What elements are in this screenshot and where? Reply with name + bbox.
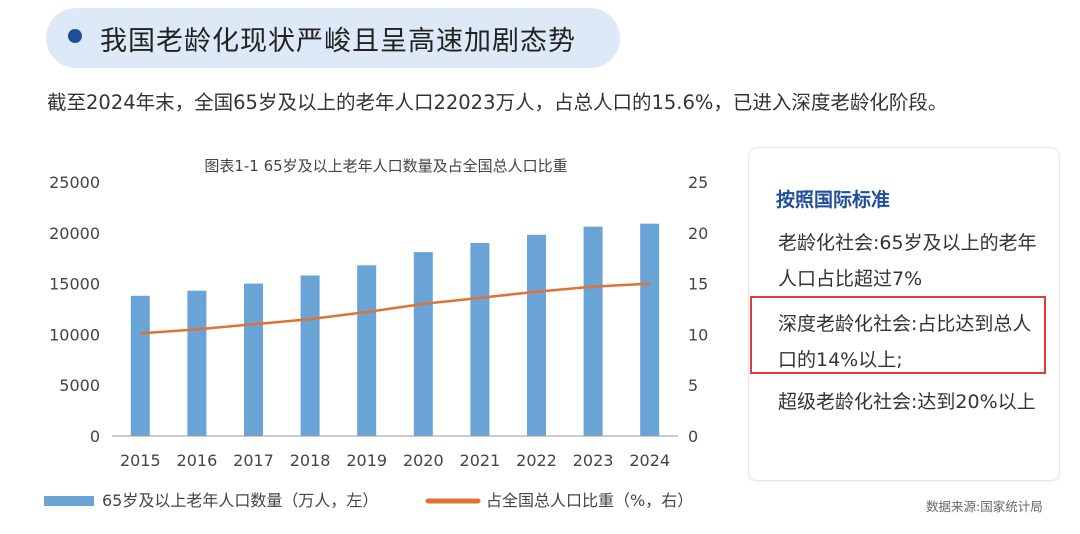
bar-2015 (130, 295, 150, 436)
right-axis-tick-label: 20 (688, 224, 708, 243)
legend-bar-label: 65岁及以上老年人口数量（万人，左） (102, 491, 378, 510)
left-axis-tick-label: 0 (90, 427, 100, 446)
right-axis-tick-label: 25 (688, 173, 708, 192)
bar-2017 (244, 283, 263, 436)
x-axis-tick-label: 2020 (403, 451, 444, 470)
x-axis-tick-label: 2015 (120, 451, 161, 470)
right-axis-tick-label: 15 (688, 275, 708, 294)
bar-2022 (527, 234, 546, 436)
standard-deep-aging-society: 深度老龄化社会:占比达到总人口的14%以上; (778, 313, 1032, 371)
x-axis-tick-label: 2018 (290, 451, 331, 470)
summary-text: 截至2024年末，全国65岁及以上的老年人口22023万人，占总人口的15.6%… (47, 91, 948, 114)
bar-2024 (640, 223, 660, 436)
standards-card (748, 147, 1060, 481)
chart-title: 图表1-1 65岁及以上老年人口数量及占全国总人口比重 (204, 157, 567, 175)
bullet-dot-icon (68, 29, 82, 43)
standard-super-aging-society: 超级老龄化社会:达到20%以上 (778, 391, 1036, 413)
bar-2016 (187, 290, 207, 436)
left-axis-tick-label: 15000 (49, 275, 100, 294)
data-source: 数据来源:国家统计局 (926, 499, 1043, 514)
bar-2021 (470, 242, 490, 436)
standard-aging-society: 老龄化社会:65岁及以上的老年人口占比超过7% (778, 232, 1037, 290)
bar-2020 (413, 252, 433, 436)
right-axis-tick-label: 0 (688, 427, 698, 446)
page-title: 我国老龄化现状严峻且呈高速加剧态势 (100, 26, 576, 57)
bar-2023 (583, 226, 603, 436)
right-axis-tick-label: 5 (688, 376, 698, 395)
left-axis-tick-label: 5000 (59, 376, 100, 395)
x-axis-tick-label: 2017 (233, 451, 274, 470)
x-axis-tick-label: 2019 (346, 451, 387, 470)
x-axis-tick-label: 2023 (573, 451, 614, 470)
ratio-line (140, 282, 650, 335)
title-banner (46, 8, 620, 68)
population-chart: 图表1-1 65岁及以上老年人口数量及占全国总人口比重0500010000150… (44, 157, 708, 510)
legend-line-label: 占全国总人口比重（%，右） (486, 491, 693, 510)
bar-2019 (357, 265, 377, 436)
x-axis-tick-label: 2021 (460, 451, 501, 470)
left-axis-tick-label: 20000 (49, 224, 100, 243)
x-axis-tick-label: 2016 (177, 451, 218, 470)
x-axis-tick-label: 2024 (629, 451, 670, 470)
standards-heading: 按照国际标准 (776, 189, 891, 211)
legend-bar-swatch (44, 496, 94, 506)
left-axis-tick-label: 10000 (49, 325, 100, 344)
bar-2018 (300, 275, 320, 436)
right-axis-tick-label: 10 (688, 325, 708, 344)
left-axis-tick-label: 25000 (49, 173, 100, 192)
highlight-box (750, 296, 1046, 374)
x-axis-tick-label: 2022 (516, 451, 557, 470)
